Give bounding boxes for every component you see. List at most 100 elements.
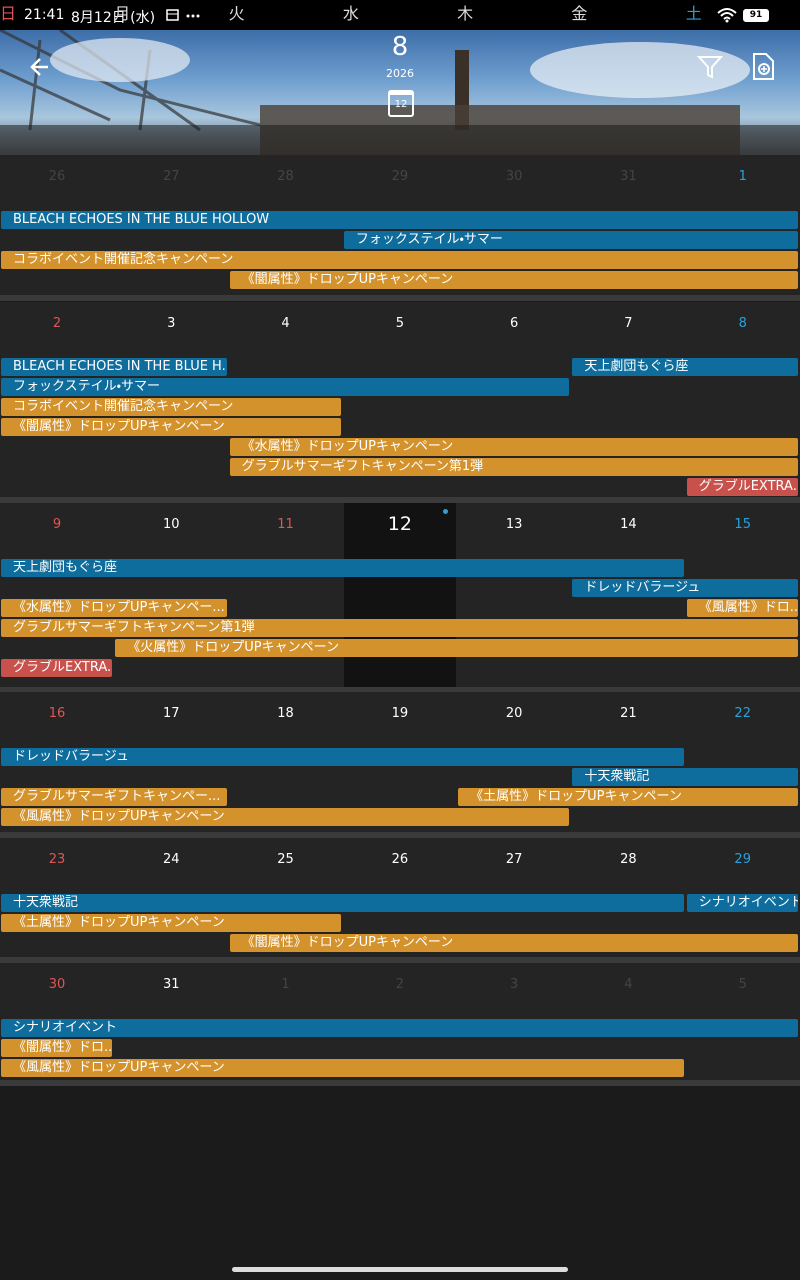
day-number[interactable]: 3	[167, 316, 176, 331]
battery: 91	[743, 9, 769, 22]
day-number[interactable]: 1	[738, 169, 747, 184]
weekday-label: 土	[685, 4, 702, 23]
year: 2026	[386, 67, 414, 80]
status-bar: 21:41 8月12日 (水) 91	[0, 0, 800, 30]
event-bar[interactable]: フォックステイル・サマー	[343, 231, 798, 249]
day-number[interactable]: 14	[620, 517, 637, 532]
today-button[interactable]: 12	[388, 90, 414, 117]
day-number[interactable]: 4	[281, 316, 290, 331]
status-icons	[166, 9, 200, 21]
day-number[interactable]: 8	[738, 316, 747, 331]
day-number[interactable]: 27	[163, 169, 180, 184]
day-number[interactable]: 6	[510, 316, 519, 331]
day-number[interactable]: 29	[734, 852, 751, 867]
event-bar[interactable]: BLEACH ECHOES IN THE BLUE H...	[1, 358, 227, 376]
month: 8	[391, 32, 409, 62]
today-dot	[442, 509, 448, 514]
event-bar[interactable]: 《水属性》ドロップUPキャンペー...	[1, 599, 227, 617]
day-number[interactable]: 19	[391, 706, 409, 721]
date: 8月12日 (水)	[71, 10, 156, 26]
week-separator	[0, 1080, 800, 1086]
day-number[interactable]: 23	[48, 852, 66, 867]
event-bar[interactable]: グラブルEXTRA...	[1, 659, 113, 677]
day-number[interactable]: 29	[391, 169, 409, 184]
event-bar[interactable]: 《土属性》ドロップUPキャンペーン	[458, 788, 798, 806]
header: 8 2026 12	[0, 30, 800, 155]
event-bar[interactable]: ドレッドバラージュ	[1, 748, 684, 766]
weekday-label: 金	[571, 4, 588, 23]
weekday-label: 月	[114, 4, 131, 23]
day-number[interactable]: 15	[734, 517, 751, 532]
weekday-bar	[0, 125, 800, 155]
event-bar[interactable]: シナリオイベント	[686, 894, 798, 912]
day-number[interactable]: 4	[624, 977, 633, 992]
export-button[interactable]	[750, 52, 778, 82]
event-bar[interactable]: グラブルEXTRA...	[686, 478, 798, 496]
day-number[interactable]: 9	[52, 517, 62, 532]
filter-button[interactable]	[697, 54, 723, 80]
event-bar[interactable]: 十天衆戦記	[1, 894, 684, 912]
day-number[interactable]: 1	[281, 977, 290, 992]
event-bar[interactable]: 《闇属性》ドロップUPキャンペーン	[229, 934, 798, 952]
day-number[interactable]: 2	[395, 977, 404, 992]
day-number[interactable]: 10	[163, 517, 180, 532]
home-indicator	[232, 1267, 568, 1272]
event-bar[interactable]: 天上劇団もぐら座	[1, 559, 684, 577]
day-number[interactable]: 2	[52, 316, 62, 331]
event-bar[interactable]: 《風属性》ドロップUPキャンペーン	[1, 808, 570, 826]
day-number[interactable]: 5	[738, 977, 747, 992]
weekday-label: 木	[457, 4, 474, 23]
day-number[interactable]: 21	[620, 706, 637, 721]
day-number[interactable]: 17	[163, 706, 180, 721]
day-number[interactable]: 13	[505, 517, 523, 532]
week-separator	[0, 832, 800, 838]
event-bar[interactable]: コラボイベント開催記念キャンペーン	[1, 251, 798, 269]
day-number[interactable]: 7	[624, 316, 633, 331]
event-bar[interactable]: ドレッドバラージュ	[572, 579, 798, 597]
day-number[interactable]: 24	[163, 852, 180, 867]
event-bar[interactable]: 十天衆戦記	[572, 768, 798, 786]
day-number[interactable]: 3	[510, 977, 519, 992]
event-bar[interactable]: グラブルサマーギフトキャンペーン第1弾	[229, 458, 798, 476]
day-number[interactable]: 11	[277, 517, 294, 532]
event-bar[interactable]: 《水属性》ドロップUPキャンペーン	[229, 438, 798, 456]
day-number[interactable]: 20	[505, 706, 523, 721]
event-bar[interactable]: 《闇属性》ドロップUPキャンペーン	[229, 271, 798, 289]
event-bar[interactable]: 天上劇団もぐら座	[572, 358, 798, 376]
event-bar[interactable]: 《闇属性》ドロ...	[1, 1039, 113, 1057]
day-number[interactable]: 27	[505, 852, 523, 867]
event-bar[interactable]: 《火属性》ドロップUPキャンペーン	[115, 639, 798, 657]
week-separator	[0, 957, 800, 963]
time: 21:41	[24, 7, 65, 23]
event-bar[interactable]: 《風属性》ドロップUPキャンペーン	[1, 1059, 684, 1077]
day-number[interactable]: 30	[48, 977, 66, 992]
day-number[interactable]: 26	[48, 169, 66, 184]
day-number[interactable]: 28	[277, 169, 294, 184]
event-bar[interactable]: シナリオイベント	[1, 1019, 798, 1037]
day-number[interactable]: 28	[620, 852, 637, 867]
day-number[interactable]: 25	[277, 852, 294, 867]
day-number[interactable]: 31	[163, 977, 180, 992]
weekday-label: 水	[342, 4, 359, 23]
event-bar[interactable]: 《闇属性》ドロップUPキャンペーン	[1, 418, 341, 436]
day-number[interactable]: 5	[395, 316, 404, 331]
day-number[interactable]: 12	[387, 513, 412, 535]
day-number[interactable]: 26	[391, 852, 409, 867]
weekday-label: 日	[0, 4, 17, 23]
day-number[interactable]: 30	[505, 169, 523, 184]
day-number[interactable]: 18	[277, 706, 294, 721]
weekday-label: 火	[228, 4, 245, 23]
event-bar[interactable]: グラブルサマーギフトキャンペー...	[1, 788, 227, 806]
event-bar[interactable]: 《風属性》ドロ...	[686, 599, 798, 617]
back-button[interactable]	[28, 54, 54, 80]
event-bar[interactable]: グラブルサマーギフトキャンペーン第1弾	[1, 619, 798, 637]
day-number[interactable]: 16	[48, 706, 66, 721]
event-bar[interactable]: 《土属性》ドロップUPキャンペーン	[1, 914, 341, 932]
day-number[interactable]: 22	[734, 706, 751, 721]
week-separator	[0, 687, 800, 693]
event-bar[interactable]: BLEACH ECHOES IN THE BLUE HOLLOW	[1, 211, 798, 229]
event-bar[interactable]: フォックステイル・サマー	[1, 378, 570, 396]
event-bar[interactable]: コラボイベント開催記念キャンペーン	[1, 398, 341, 416]
day-number[interactable]: 31	[620, 169, 637, 184]
